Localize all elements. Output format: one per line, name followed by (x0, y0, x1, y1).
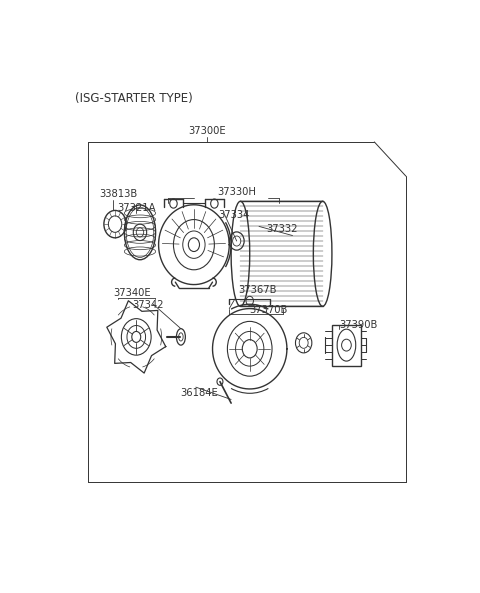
Text: 37367B: 37367B (239, 285, 277, 295)
Text: 36184E: 36184E (180, 388, 218, 398)
Text: 37300E: 37300E (188, 126, 226, 136)
Text: 37370B: 37370B (250, 305, 288, 314)
Text: 37340E: 37340E (114, 288, 151, 298)
Text: 37342: 37342 (132, 300, 164, 310)
Text: 37332: 37332 (266, 224, 298, 234)
Text: 37334: 37334 (218, 210, 250, 220)
Text: 33813B: 33813B (99, 189, 137, 199)
Bar (332, 324, 361, 366)
Text: 37330H: 37330H (217, 187, 256, 197)
Text: (ISG-STARTER TYPE): (ISG-STARTER TYPE) (75, 92, 192, 105)
Text: 37321A: 37321A (118, 203, 156, 213)
Text: 37390B: 37390B (339, 320, 377, 330)
